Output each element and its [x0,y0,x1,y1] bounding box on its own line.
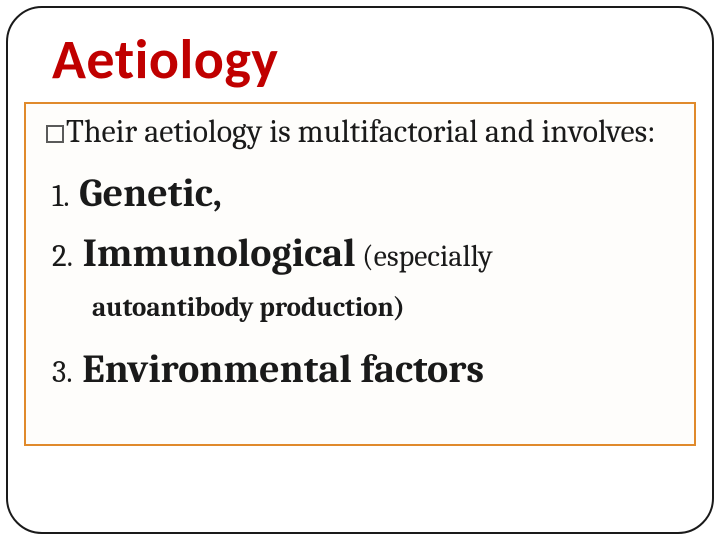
list-item: 3. Environmental factors [52,342,674,396]
content-box: Their aetiology is multifactorial and in… [24,102,696,446]
slide-frame: Aetiology Their aetiology is multifactor… [6,6,714,534]
slide-title: Aetiology [8,26,712,94]
list-item: 2. Immunological (especially autoantibod… [52,226,674,326]
square-bullet-icon [46,125,64,143]
list-term: Environmental factors [82,346,484,392]
list-item: 1. Genetic, [52,166,674,220]
factor-list: 1. Genetic, 2. Immunological (especially… [46,166,674,396]
list-term: Immunological [83,230,356,276]
list-number: 1. [52,178,76,214]
list-term: Genetic, [79,170,222,216]
intro-label: Their aetiology is multifactorial and in… [66,113,656,150]
list-number: 2. [52,238,79,274]
intro-text: Their aetiology is multifactorial and in… [46,112,674,152]
list-subtext: autoantibody production) [52,290,674,326]
list-paren: (especially [356,239,493,274]
list-number: 3. [52,354,79,390]
